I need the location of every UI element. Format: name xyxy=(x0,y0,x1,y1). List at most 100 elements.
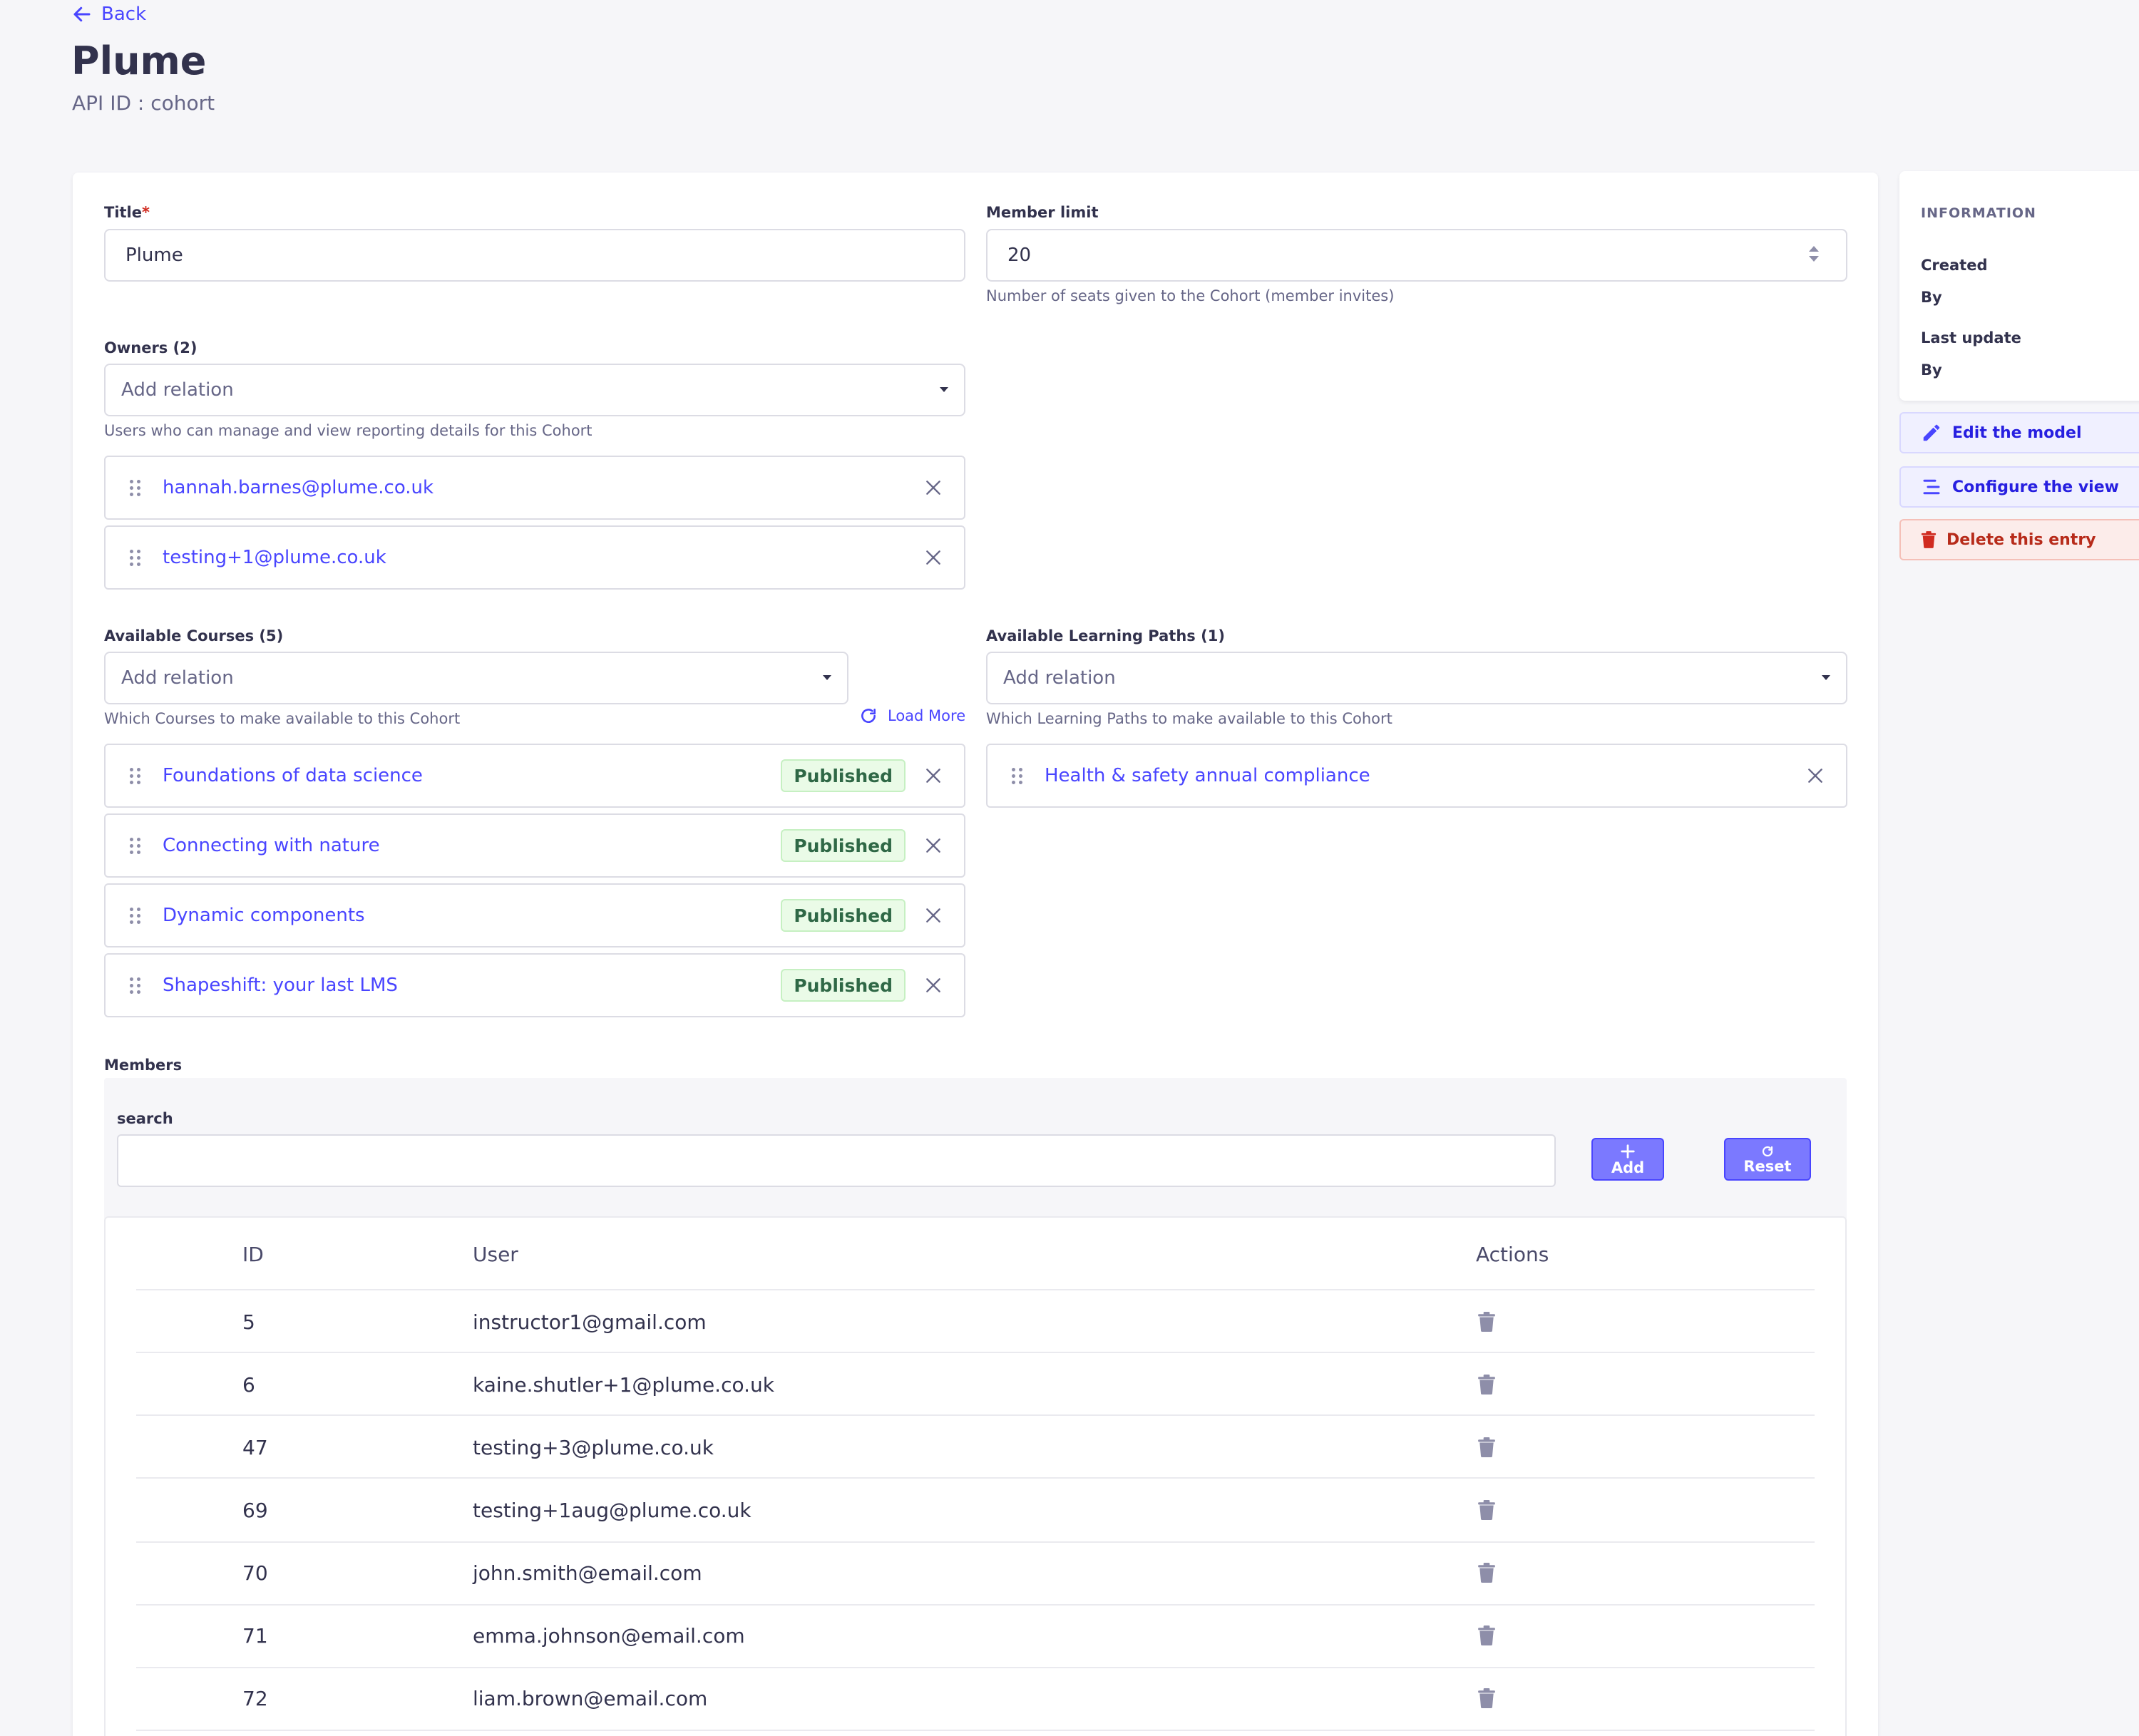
courses-hint: Which Courses to make available to this … xyxy=(104,710,461,727)
close-icon[interactable] xyxy=(924,836,943,855)
member-id: 5 xyxy=(242,1310,255,1334)
back-link[interactable]: Back xyxy=(71,0,146,29)
path-link[interactable]: Health & safety annual compliance xyxy=(1045,765,1370,786)
courses-select[interactable]: Add relation xyxy=(104,652,848,704)
course-link[interactable]: Connecting with nature xyxy=(163,835,380,856)
member-id: 71 xyxy=(242,1624,268,1648)
row-divider xyxy=(136,1604,1815,1606)
close-icon[interactable] xyxy=(924,548,943,567)
owner-link[interactable]: hannah.barnes@plume.co.uk xyxy=(163,477,434,498)
refresh-icon xyxy=(861,709,876,724)
drag-handle-icon[interactable] xyxy=(130,837,141,854)
paths-label: Available Learning Paths (1) xyxy=(986,627,1225,644)
member-id: 72 xyxy=(242,1687,268,1710)
course-item[interactable]: Shapeshift: your last LMS Published xyxy=(104,953,965,1017)
drag-handle-icon[interactable] xyxy=(130,549,141,566)
reset-button[interactable]: Reset xyxy=(1724,1138,1811,1181)
plus-icon xyxy=(1621,1144,1635,1159)
search-label: search xyxy=(117,1110,173,1127)
course-link[interactable]: Foundations of data science xyxy=(163,765,423,786)
owners-hint: Users who can manage and view reporting … xyxy=(104,422,593,439)
member-limit-label: Member limit xyxy=(986,204,1099,221)
member-id: 69 xyxy=(242,1499,268,1522)
drag-handle-icon[interactable] xyxy=(130,479,141,496)
member-search-input[interactable] xyxy=(117,1134,1556,1187)
row-divider xyxy=(136,1477,1815,1479)
title-input[interactable]: Plume xyxy=(104,229,965,282)
configure-view-button[interactable]: Configure the view xyxy=(1899,466,2139,508)
status-badge: Published xyxy=(781,969,906,1002)
path-item[interactable]: Health & safety annual compliance xyxy=(986,744,1847,808)
add-label: Add xyxy=(1611,1159,1645,1176)
reset-label: Reset xyxy=(1743,1157,1792,1175)
member-limit-value: 20 xyxy=(1007,245,1032,266)
caret-down-icon xyxy=(823,675,831,680)
owner-link[interactable]: testing+1@plume.co.uk xyxy=(163,547,386,568)
trash-icon[interactable] xyxy=(1477,1563,1496,1583)
row-divider xyxy=(136,1541,1815,1543)
drag-handle-icon[interactable] xyxy=(1012,767,1023,784)
member-id: 70 xyxy=(242,1561,268,1585)
edit-model-button[interactable]: Edit the model xyxy=(1899,412,2139,453)
owner-item[interactable]: hannah.barnes@plume.co.uk xyxy=(104,456,965,520)
edit-model-label: Edit the model xyxy=(1952,423,2082,442)
member-user: emma.johnson@email.com xyxy=(473,1624,745,1648)
close-icon[interactable] xyxy=(924,976,943,995)
delete-entry-button[interactable]: Delete this entry xyxy=(1899,519,2139,560)
owners-label: Owners (2) xyxy=(104,339,198,356)
trash-icon xyxy=(1921,531,1937,548)
paths-select[interactable]: Add relation xyxy=(986,652,1847,704)
member-user: kaine.shutler+1@plume.co.uk xyxy=(473,1373,774,1397)
close-icon[interactable] xyxy=(924,766,943,785)
paths-placeholder: Add relation xyxy=(1003,667,1116,689)
courses-placeholder: Add relation xyxy=(121,667,234,689)
course-link[interactable]: Shapeshift: your last LMS xyxy=(163,975,398,996)
column-header-id[interactable]: ID xyxy=(242,1243,264,1266)
member-user: john.smith@email.com xyxy=(473,1561,702,1585)
member-id: 6 xyxy=(242,1373,255,1397)
column-header-actions: Actions xyxy=(1476,1243,1549,1266)
course-item[interactable]: Dynamic components Published xyxy=(104,883,965,947)
load-more-label: Load More xyxy=(888,707,966,724)
add-member-button[interactable]: Add xyxy=(1591,1138,1664,1181)
row-divider xyxy=(136,1667,1815,1668)
drag-handle-icon[interactable] xyxy=(130,907,141,924)
owners-select[interactable]: Add relation xyxy=(104,364,965,416)
page-title: Plume xyxy=(71,38,207,83)
member-user: testing+3@plume.co.uk xyxy=(473,1436,714,1459)
trash-icon[interactable] xyxy=(1477,1375,1496,1395)
trash-icon[interactable] xyxy=(1477,1500,1496,1520)
member-id: 47 xyxy=(242,1436,268,1459)
paths-hint: Which Learning Paths to make available t… xyxy=(986,710,1392,727)
close-icon[interactable] xyxy=(1806,766,1825,785)
status-badge: Published xyxy=(781,899,906,932)
trash-icon[interactable] xyxy=(1477,1688,1496,1708)
load-more-button[interactable]: Load More xyxy=(859,707,965,725)
stepper-up-icon[interactable] xyxy=(1809,246,1819,252)
title-label: Title* xyxy=(104,204,150,221)
drag-handle-icon[interactable] xyxy=(130,977,141,994)
trash-icon[interactable] xyxy=(1477,1437,1496,1457)
column-header-user[interactable]: User xyxy=(473,1243,518,1266)
row-divider xyxy=(136,1730,1815,1731)
trash-icon[interactable] xyxy=(1477,1312,1496,1332)
created-label: Created xyxy=(1921,257,1988,274)
member-user: instructor1@gmail.com xyxy=(473,1310,707,1334)
arrow-left-icon xyxy=(73,6,91,22)
close-icon[interactable] xyxy=(924,478,943,497)
pencil-icon xyxy=(1923,424,1940,441)
close-icon[interactable] xyxy=(924,906,943,925)
drag-handle-icon[interactable] xyxy=(130,767,141,784)
member-limit-input[interactable]: 20 xyxy=(986,229,1847,282)
delete-entry-label: Delete this entry xyxy=(1946,530,2096,549)
status-badge: Published xyxy=(781,829,906,862)
courses-label: Available Courses (5) xyxy=(104,627,284,644)
api-id: API ID : cohort xyxy=(72,91,215,115)
course-item[interactable]: Connecting with nature Published xyxy=(104,813,965,878)
owner-item[interactable]: testing+1@plume.co.uk xyxy=(104,525,965,590)
course-link[interactable]: Dynamic components xyxy=(163,905,365,926)
course-item[interactable]: Foundations of data science Published xyxy=(104,744,965,808)
number-stepper[interactable] xyxy=(1809,246,1819,262)
trash-icon[interactable] xyxy=(1477,1625,1496,1645)
stepper-down-icon[interactable] xyxy=(1809,256,1819,262)
